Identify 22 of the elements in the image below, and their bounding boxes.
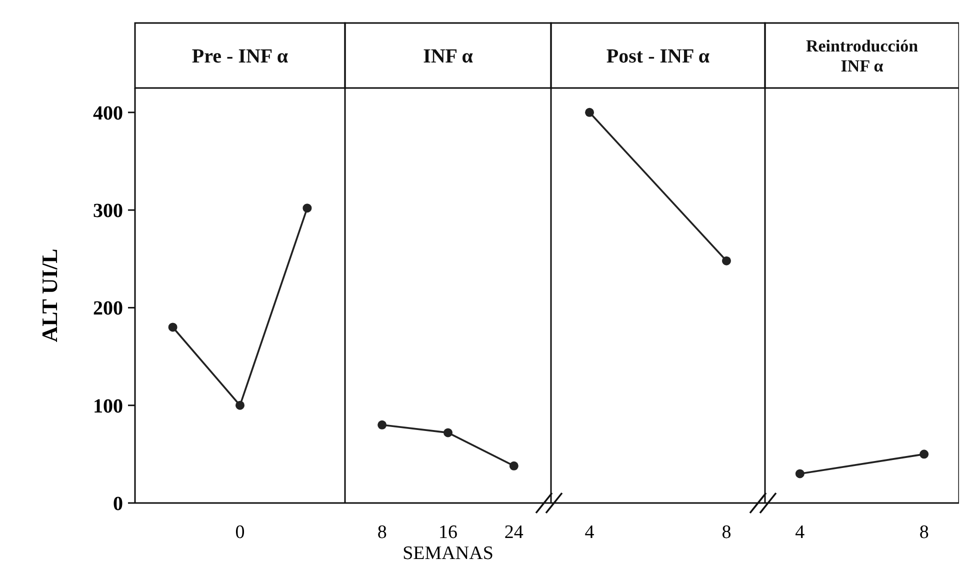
y-tick-label: 200 bbox=[93, 298, 123, 320]
x-tick-label: 24 bbox=[504, 522, 524, 543]
x-tick-label: 16 bbox=[438, 522, 458, 543]
chart-title: Pre - INF α bbox=[192, 46, 288, 68]
y-tick-label: 300 bbox=[93, 200, 123, 222]
point bbox=[302, 204, 312, 213]
x-tick-label: 0 bbox=[235, 522, 245, 543]
x-tick-label: 4 bbox=[584, 522, 595, 543]
x-axis-title: SEMANAS bbox=[402, 543, 494, 564]
x-tick-label: 4 bbox=[795, 522, 806, 543]
y-axis-title: ALT UI/L bbox=[37, 248, 62, 342]
x-tick-label: 8 bbox=[919, 522, 929, 543]
point bbox=[236, 400, 244, 410]
y-tick-label: 400 bbox=[93, 102, 123, 124]
chart-title: INF α bbox=[423, 46, 473, 68]
chart-title: Post - INF α bbox=[606, 46, 710, 68]
y-tick-label: 100 bbox=[93, 395, 123, 418]
chart-title: Reintroducción INF α bbox=[806, 36, 919, 76]
point bbox=[168, 322, 178, 332]
y-tick-label: 0 bbox=[113, 493, 123, 515]
x-tick-label: 8 bbox=[722, 522, 732, 543]
x-tick-label: 8 bbox=[377, 522, 387, 543]
